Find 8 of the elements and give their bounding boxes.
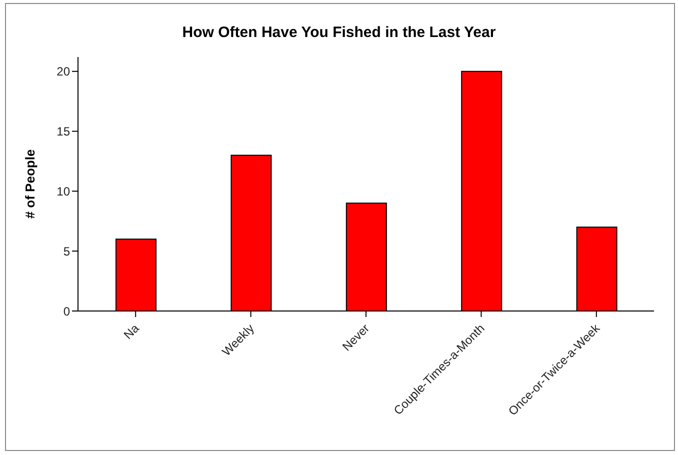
y-tick-label: 10 [56,184,70,198]
y-tick-label: 15 [56,124,70,139]
y-tick-label: 20 [56,64,70,79]
y-tick-label: 5 [63,244,70,258]
x-tick-label: Na [120,320,142,342]
chart-title: How Often Have You Fished in the Last Year [181,24,497,41]
y-axis-title: # of People [22,149,38,219]
y-tick-label: 0 [63,304,70,318]
